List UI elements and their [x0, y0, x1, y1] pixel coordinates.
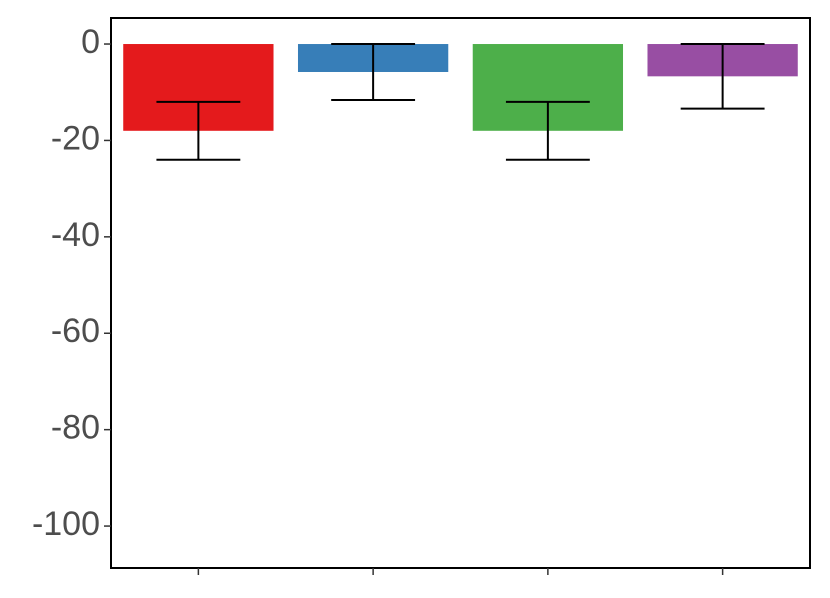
error-bar [331, 43, 416, 101]
error-bar [680, 43, 765, 110]
error-bar [505, 100, 590, 161]
y-tick-label: -20 [51, 119, 100, 157]
plot-frame [110, 17, 811, 569]
y-tick-label: -80 [51, 409, 100, 447]
y-tick-label: -40 [51, 216, 100, 254]
y-tick-label: -60 [51, 312, 100, 350]
error-bar [156, 100, 241, 161]
y-tick-label: 0 [81, 23, 100, 61]
y-tick-label: -100 [32, 505, 100, 543]
